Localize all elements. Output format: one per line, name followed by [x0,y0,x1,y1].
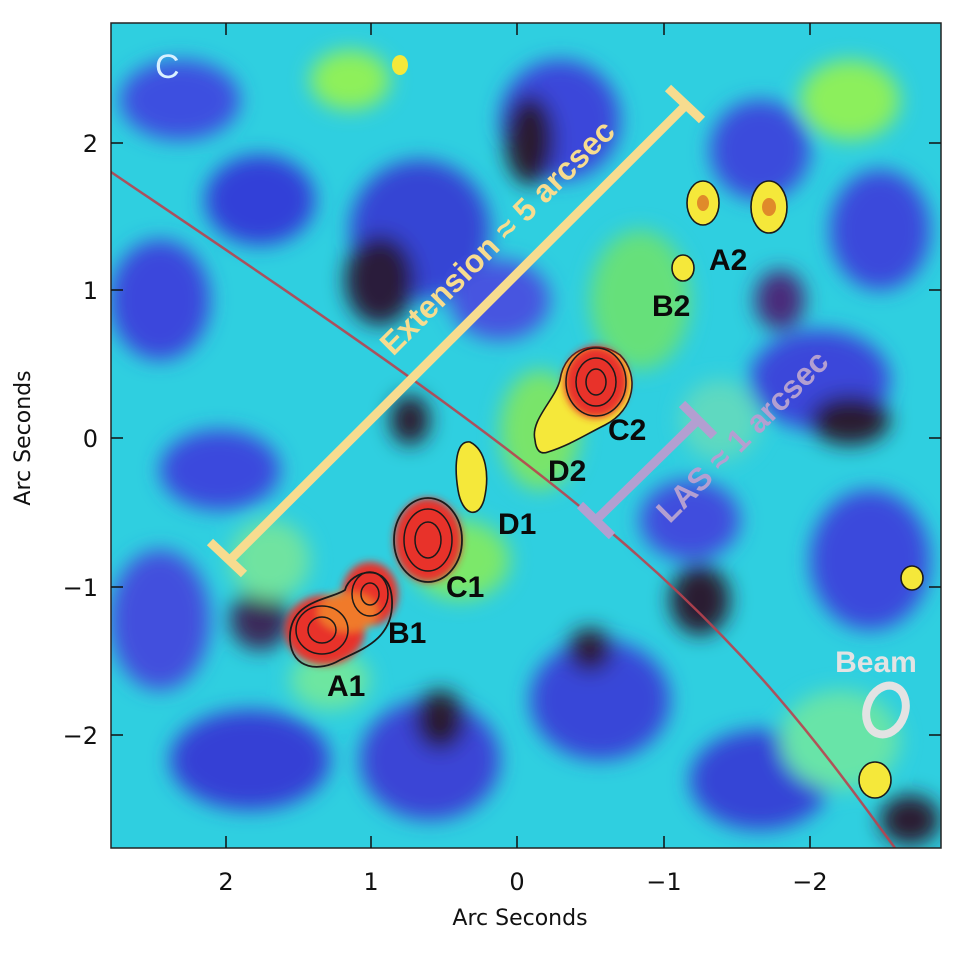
las-scale-bar [576,400,718,540]
x-tick-label: 0 [509,868,524,896]
y-tick-label: 2 [83,130,98,158]
source-C1 [393,497,463,583]
source-A1-B1 [285,562,398,668]
beam-label: Beam [835,646,917,679]
y-tick-label: 0 [83,425,98,453]
y-tick-label: 1 [83,277,98,305]
source-A2 [686,180,788,234]
component-labels: A1 B1 C1 D1 D2 C2 B2 A2 [327,244,747,703]
radio-map-image [111,23,941,848]
y-tick-labels: 2 1 0 −1 −2 [63,130,98,750]
source-extra [392,55,924,799]
component-label-B1: B1 [388,617,426,650]
plot-frame [110,22,942,849]
component-label-A2: A2 [709,244,747,277]
source-B2 [671,254,695,282]
panel-letter: C [155,48,180,86]
component-label-B2: B2 [652,290,690,323]
component-label-D1: D1 [498,508,536,541]
beam-ellipse [862,681,910,739]
x-axis-title: Arc Seconds [452,906,587,931]
y-axis-title: Arc Seconds [11,370,36,505]
source-C2-D2 [533,346,633,454]
axis-ticks [111,23,941,848]
y-tick-label: −1 [63,574,98,602]
extension-scale-bar [206,84,706,578]
component-label-C1: C1 [446,571,484,604]
x-tick-label: 2 [218,868,233,896]
x-tick-labels: 2 1 0 −1 −2 [218,868,827,896]
x-tick-label: 1 [363,868,378,896]
component-label-A1: A1 [327,670,365,703]
y-tick-label: −2 [63,722,98,750]
component-label-C2: C2 [608,414,646,447]
source-D1 [455,441,488,514]
x-tick-label: −1 [646,868,681,896]
x-tick-label: −2 [792,868,827,896]
component-label-D2: D2 [548,455,586,488]
